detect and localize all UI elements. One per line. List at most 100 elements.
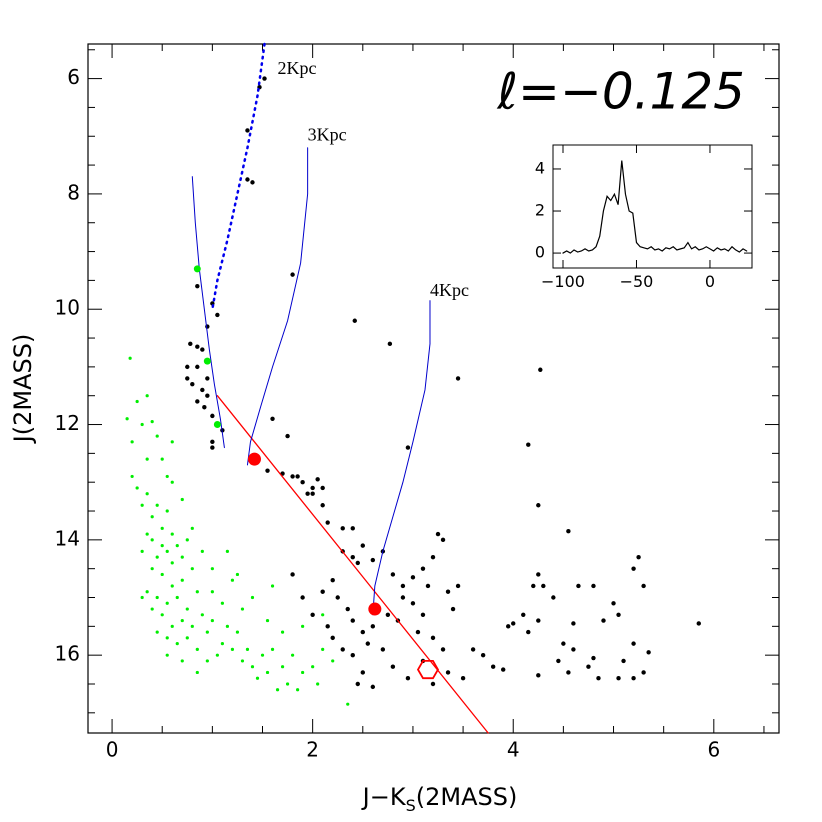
point [480,652,486,658]
point [160,572,164,577]
point [576,583,581,589]
x-tick-label: 4 [507,738,520,762]
point [220,601,224,605]
point [230,578,235,582]
point [175,595,179,600]
point [325,624,330,629]
point [425,583,431,589]
point [330,635,335,641]
point [160,544,164,548]
x-axis-label-sub: S [406,796,416,815]
series-line [216,395,489,734]
point [160,613,164,617]
point [195,590,199,594]
point [601,618,606,623]
point [175,544,179,548]
point [331,659,335,663]
point [385,612,391,618]
x-tick-label: 2 [306,738,319,762]
point [340,526,345,531]
plot-frame [87,43,780,734]
point [325,520,330,525]
x-tick-label: 0 [106,738,119,762]
point [203,357,211,365]
point [145,457,149,461]
point [290,572,295,577]
annotation: 2Kpc [278,58,317,78]
point [145,492,149,496]
point [571,621,576,626]
point [300,595,305,600]
point [420,612,426,618]
series-line [246,147,309,466]
point [205,393,210,398]
point [455,583,461,589]
point [225,624,230,628]
point [170,440,174,444]
point [350,526,355,531]
point [135,486,139,490]
point [526,629,531,635]
point [170,532,174,536]
point [355,560,360,566]
point [250,180,255,185]
series-line [562,160,748,254]
point [445,589,451,594]
point [205,630,209,634]
point [280,665,285,669]
point [195,344,200,349]
point [180,578,184,582]
point [310,612,315,618]
point [365,641,371,646]
point [165,601,169,605]
point [270,584,275,588]
point [285,433,290,439]
point [300,479,305,485]
point [275,688,280,692]
point [350,652,355,658]
point [200,347,205,352]
point [165,474,169,479]
point [205,659,209,663]
point [205,376,210,381]
point [135,399,139,404]
point [210,413,215,419]
point [315,477,320,482]
point [190,526,194,530]
point [215,312,220,318]
y-axis-label: J(2MASS) [9,334,37,445]
point [321,647,325,651]
point [165,509,169,513]
point [185,364,190,370]
point [345,606,350,612]
inset-frame [552,144,753,269]
point [262,76,267,81]
y-tick-label: 14 [55,526,80,550]
point [556,658,561,664]
point [611,601,616,606]
point [180,497,184,502]
point [400,583,406,589]
point [596,676,601,681]
y-tick-label: 0 [535,243,545,262]
point [301,624,305,628]
point [250,595,255,600]
point [631,566,636,571]
point [280,630,285,634]
point [435,531,441,537]
point [430,681,436,687]
point [566,529,571,534]
y-tick-label: 16 [55,642,80,666]
point [430,635,436,641]
point [213,421,221,429]
point [387,341,393,347]
point [220,642,224,646]
point [235,630,240,634]
point [360,629,365,635]
point [370,684,376,690]
point [155,555,159,559]
point [180,618,184,623]
point [200,387,205,393]
point [405,676,411,681]
point [202,405,207,410]
